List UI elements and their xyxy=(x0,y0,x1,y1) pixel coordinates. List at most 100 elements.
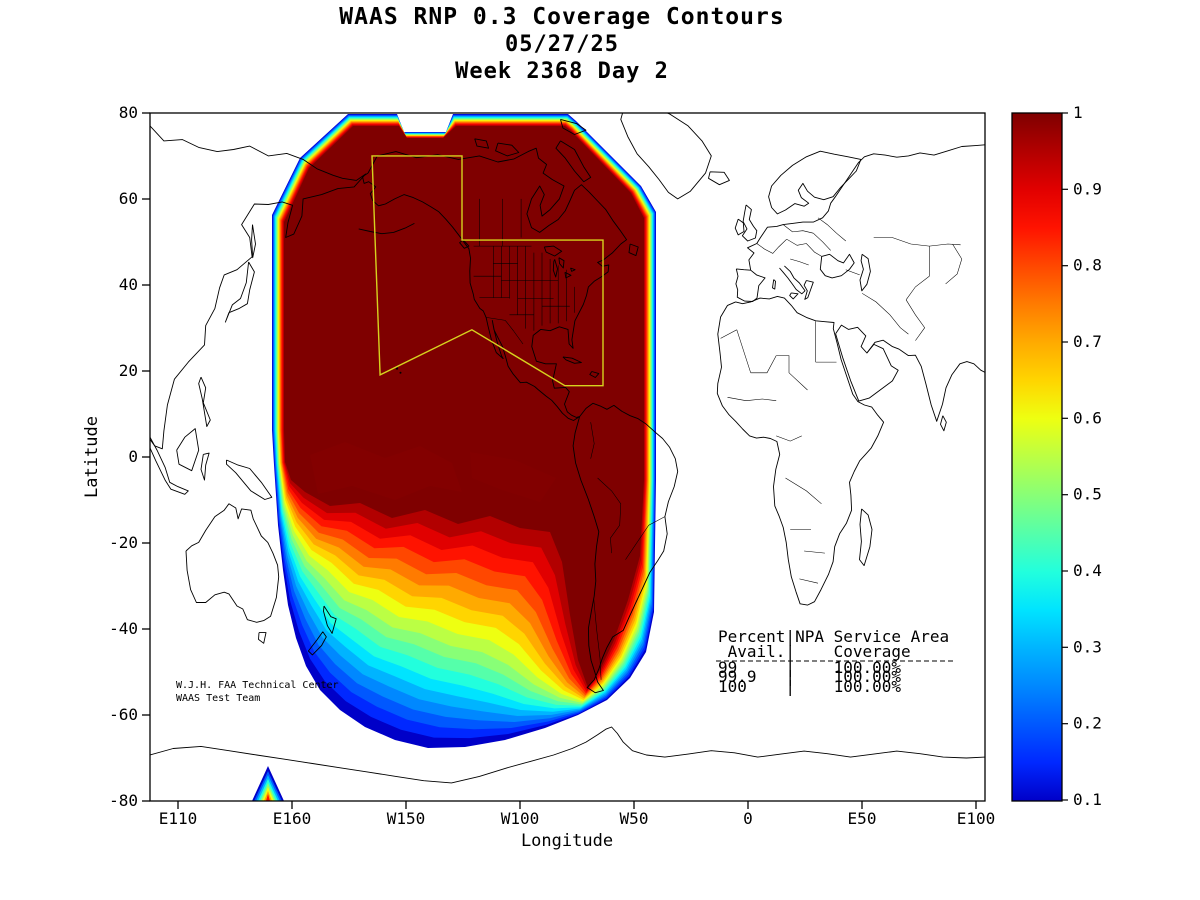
y-tick-label: 40 xyxy=(119,275,138,294)
coastline xyxy=(747,144,985,271)
border-line xyxy=(750,355,777,374)
table-row-1: 99 | 100.00% xyxy=(718,658,901,677)
coastline xyxy=(898,348,985,422)
x-tick-label: E160 xyxy=(273,809,312,828)
y-tick-label: -80 xyxy=(109,791,138,810)
coastline xyxy=(570,267,576,272)
colorbar-tick-label: 0.9 xyxy=(1073,179,1102,198)
border-line xyxy=(756,239,787,254)
border-line xyxy=(845,269,860,276)
south-coverage-peak xyxy=(266,794,270,801)
table-header-1: Percent|NPA Service Area xyxy=(718,627,949,646)
coastline xyxy=(323,605,337,634)
npa-service-area-outline xyxy=(371,155,604,387)
contour-band-1.00 xyxy=(284,126,644,688)
coastline xyxy=(198,376,211,427)
y-tick-label: -60 xyxy=(109,705,138,724)
border-line xyxy=(905,246,930,300)
colorbar-tick-label: 0.3 xyxy=(1073,637,1102,656)
border-line xyxy=(813,232,831,251)
border-line xyxy=(776,435,802,442)
border-line xyxy=(786,238,822,257)
coastline xyxy=(803,280,814,300)
contour-fill-layer xyxy=(252,114,656,801)
credit-line-1: W.J.H. FAA Technical Center xyxy=(176,680,339,691)
border-line xyxy=(804,550,825,554)
coastline xyxy=(560,118,587,135)
coastline xyxy=(735,268,766,302)
y-tick-label: -20 xyxy=(109,533,138,552)
colorbar-tick-label: 1 xyxy=(1073,103,1083,122)
coastline xyxy=(789,292,799,300)
coastline xyxy=(628,243,639,257)
coastline xyxy=(150,436,189,495)
x-tick-label: 0 xyxy=(743,809,753,828)
x-tick-label: E50 xyxy=(848,809,877,828)
coastline xyxy=(558,257,565,269)
npa-service-area-boundary xyxy=(371,155,604,387)
y-tick-label: 0 xyxy=(128,447,138,466)
coastline xyxy=(150,726,985,784)
coastline xyxy=(176,428,200,472)
coastline xyxy=(589,371,600,378)
y-tick-label: -40 xyxy=(109,619,138,638)
coastline xyxy=(358,222,415,235)
colorbar-tick-label: 0.8 xyxy=(1073,256,1102,275)
coastline xyxy=(940,415,947,432)
coastline xyxy=(708,171,730,186)
border-line xyxy=(486,317,506,321)
table-header-2: Avail.| Coverage xyxy=(718,642,911,661)
colorbar-tick-label: 0.6 xyxy=(1073,408,1102,427)
coastline xyxy=(741,204,758,242)
border-line xyxy=(905,299,926,341)
coastline xyxy=(819,253,855,279)
political-borders-layer xyxy=(473,198,963,680)
y-tick-label: 80 xyxy=(119,103,138,122)
hawaii-island xyxy=(395,367,399,370)
coastline xyxy=(307,631,327,656)
coastline xyxy=(552,259,558,278)
table-row-3: 100 | 100.00% xyxy=(718,677,901,696)
border-line xyxy=(593,598,602,680)
hawaii-island xyxy=(399,371,402,374)
colorbar-tick-label: 0.5 xyxy=(1073,485,1102,504)
coastline xyxy=(258,632,267,644)
border-line xyxy=(610,490,622,554)
border-line xyxy=(505,320,514,332)
coastline xyxy=(150,125,367,450)
border-line xyxy=(799,578,819,584)
border-line xyxy=(720,329,737,339)
border-line xyxy=(783,224,814,234)
x-tick-label: W150 xyxy=(387,809,426,828)
border-line xyxy=(597,477,612,492)
border-line xyxy=(945,243,963,285)
coverage-texture-patch xyxy=(470,452,556,502)
coastline xyxy=(474,138,490,149)
coastline xyxy=(362,147,628,421)
x-tick-label: E100 xyxy=(957,809,996,828)
border-line xyxy=(736,329,751,373)
colorbar-tick-label: 0.2 xyxy=(1073,714,1102,733)
border-line xyxy=(817,217,846,242)
colorbar-tick-label: 0.4 xyxy=(1073,561,1102,580)
coastline xyxy=(226,459,273,500)
coastline xyxy=(572,402,679,694)
x-tick-label: W100 xyxy=(501,809,540,828)
chart-week-day: Week 2368 Day 2 xyxy=(455,59,669,84)
coastline xyxy=(185,503,280,623)
colorbar-frame xyxy=(1011,112,1063,802)
border-line xyxy=(790,258,809,266)
axes-layer: E110 E160 W150 W100 W50 0 E50 E100 80 60 40 20 0 -20 -… xyxy=(109,103,995,828)
border-line xyxy=(861,293,909,335)
coastline xyxy=(620,113,712,200)
border-line xyxy=(590,422,595,459)
border-line xyxy=(513,330,524,345)
y-tick-label: 60 xyxy=(119,189,138,208)
coastline xyxy=(562,356,582,364)
coverage-texture-patch xyxy=(310,442,462,500)
x-axis-title: Longitude xyxy=(521,831,613,851)
border-line xyxy=(625,516,666,560)
coastline xyxy=(768,150,862,215)
